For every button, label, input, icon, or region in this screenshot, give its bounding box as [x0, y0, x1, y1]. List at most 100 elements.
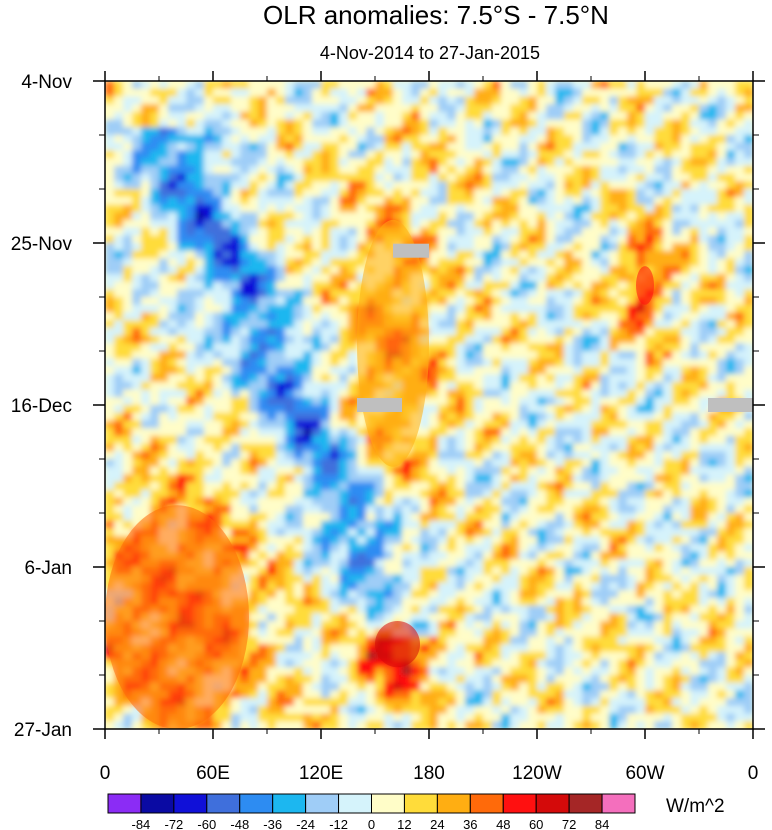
field-cell [204, 374, 214, 383]
field-cell [681, 351, 691, 360]
field-cell [258, 366, 268, 375]
field-cell [627, 258, 637, 267]
field-cell [330, 543, 340, 553]
field-cell [438, 443, 448, 452]
field-cell [456, 605, 466, 614]
field-cell [177, 335, 187, 344]
field-cell [717, 559, 727, 568]
field-cell [429, 497, 439, 506]
field-cell [573, 520, 583, 530]
field-cell [744, 104, 753, 113]
field-cell [393, 582, 403, 591]
field-cell [699, 459, 709, 468]
field-cell [546, 243, 556, 252]
field-cell [663, 513, 673, 522]
field-cell [708, 536, 718, 545]
field-cell [249, 374, 259, 383]
field-cell [708, 96, 718, 105]
field-cell [492, 212, 502, 221]
field-cell [537, 135, 547, 144]
field-cell [375, 474, 385, 483]
field-cell [411, 196, 421, 206]
field-cell [609, 482, 619, 491]
field-cell [276, 351, 286, 360]
field-cell [492, 358, 502, 368]
field-cell [537, 435, 547, 445]
field-cell [600, 243, 610, 252]
field-cell [636, 142, 646, 152]
field-cell [528, 212, 538, 221]
field-cell [528, 397, 538, 406]
field-cell [672, 158, 682, 167]
field-cell [636, 551, 646, 560]
field-cell [141, 289, 151, 298]
field-cell [447, 227, 457, 236]
field-cell [240, 119, 250, 128]
field-cell [105, 212, 115, 221]
field-cell [618, 266, 628, 275]
field-cell [258, 281, 268, 290]
field-cell [249, 304, 259, 314]
field-cell [690, 435, 700, 445]
field-cell [240, 266, 250, 275]
field-cell [465, 127, 475, 136]
field-cell [519, 505, 529, 514]
field-cell [555, 119, 565, 128]
field-cell [366, 104, 376, 113]
field-cell [564, 320, 574, 329]
field-cell [681, 443, 691, 452]
field-cell [726, 343, 736, 352]
field-cell [150, 266, 160, 275]
field-cell [231, 420, 241, 429]
field-cell [564, 551, 574, 560]
field-cell [150, 289, 160, 298]
field-cell [285, 513, 295, 522]
field-cell [636, 327, 646, 337]
field-cell [546, 520, 556, 530]
field-cell [546, 96, 556, 105]
field-cell [249, 497, 259, 506]
field-cell [447, 235, 457, 244]
field-cell [465, 389, 475, 398]
field-cell [492, 111, 502, 121]
field-cell [276, 142, 286, 152]
field-cell [474, 335, 484, 344]
field-cell [231, 212, 241, 221]
field-cell [303, 196, 313, 206]
field-cell [636, 435, 646, 445]
field-cell [708, 443, 718, 452]
field-cell [690, 605, 700, 614]
field-cell [303, 204, 313, 213]
field-cell [735, 543, 745, 553]
field-cell [195, 482, 205, 491]
field-cell [204, 104, 214, 113]
field-cell [690, 158, 700, 167]
field-cell [654, 528, 664, 537]
field-cell [591, 320, 601, 329]
field-cell [195, 158, 205, 167]
field-cell [258, 397, 268, 406]
field-cell [285, 135, 295, 144]
field-cell [123, 243, 133, 252]
field-cell [672, 204, 682, 213]
field-cell [600, 250, 610, 260]
field-cell [240, 343, 250, 352]
field-cell [240, 335, 250, 344]
field-cell [294, 466, 304, 476]
field-cell [285, 104, 295, 113]
field-cell [402, 582, 412, 591]
field-cell [123, 389, 133, 398]
field-cell [510, 513, 520, 522]
field-cell [519, 150, 529, 159]
field-cell [240, 520, 250, 530]
field-cell [528, 343, 538, 352]
field-cell [303, 227, 313, 236]
field-cell [402, 104, 412, 113]
field-cell [447, 250, 457, 260]
field-cell [501, 258, 511, 267]
field-cell [303, 567, 313, 576]
field-cell [690, 551, 700, 560]
field-cell [312, 235, 322, 244]
field-cell [339, 420, 349, 429]
field-cell [645, 119, 655, 128]
